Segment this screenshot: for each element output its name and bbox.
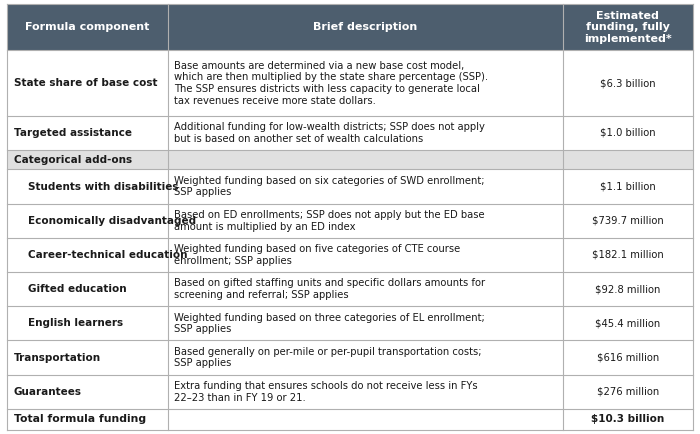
Bar — [7, 50, 693, 116]
Text: Estimated
funding, fully
implemented*: Estimated funding, fully implemented* — [584, 11, 672, 44]
Text: Base amounts are determined via a new base cost model,
which are then multiplied: Base amounts are determined via a new ba… — [174, 61, 488, 105]
Bar — [7, 169, 693, 204]
Text: Brief description: Brief description — [314, 23, 418, 33]
Text: Total formula funding: Total formula funding — [14, 414, 146, 424]
Text: English learners: English learners — [27, 318, 122, 329]
Bar — [7, 238, 693, 272]
Text: Targeted assistance: Targeted assistance — [14, 128, 132, 138]
Text: Extra funding that ensures schools do not receive less in FYs
22–23 than in FY 1: Extra funding that ensures schools do no… — [174, 381, 477, 403]
Bar — [7, 204, 693, 238]
Text: Students with disabilities: Students with disabilities — [27, 181, 178, 191]
Text: $276 million: $276 million — [596, 387, 659, 397]
Text: Weighted funding based on six categories of SWD enrollment;
SSP applies: Weighted funding based on six categories… — [174, 176, 484, 197]
Bar — [7, 116, 693, 150]
Bar — [7, 340, 693, 375]
Text: $1.0 billion: $1.0 billion — [600, 128, 656, 138]
Bar — [7, 306, 693, 340]
Text: $182.1 million: $182.1 million — [592, 250, 664, 260]
Text: Weighted funding based on five categories of CTE course
enrollment; SSP applies: Weighted funding based on five categorie… — [174, 244, 460, 266]
Text: Additional funding for low-wealth districts; SSP does not apply
but is based on : Additional funding for low-wealth distri… — [174, 122, 484, 144]
Text: Formula component: Formula component — [25, 23, 150, 33]
Text: $1.1 billion: $1.1 billion — [600, 181, 656, 191]
Text: Categorical add-ons: Categorical add-ons — [14, 155, 132, 165]
Text: $6.3 billion: $6.3 billion — [600, 78, 656, 88]
Text: Based on ED enrollments; SSP does not apply but the ED base
amount is multiplied: Based on ED enrollments; SSP does not ap… — [174, 210, 484, 231]
Text: Gifted education: Gifted education — [27, 284, 126, 294]
Text: Based generally on per-mile or per-pupil transportation costs;
SSP applies: Based generally on per-mile or per-pupil… — [174, 347, 481, 368]
Bar — [7, 409, 693, 430]
Text: Economically disadvantaged: Economically disadvantaged — [27, 216, 196, 226]
Text: Based on gifted staffing units and specific dollars amounts for
screening and re: Based on gifted staffing units and speci… — [174, 278, 485, 300]
Bar — [7, 4, 693, 50]
Text: Weighted funding based on three categories of EL enrollment;
SSP applies: Weighted funding based on three categori… — [174, 312, 484, 334]
Bar — [7, 272, 693, 306]
Text: $616 million: $616 million — [596, 352, 659, 362]
Bar — [7, 375, 693, 409]
Bar — [7, 150, 693, 169]
Text: $45.4 million: $45.4 million — [595, 318, 661, 329]
Text: State share of base cost: State share of base cost — [14, 78, 158, 88]
Text: $92.8 million: $92.8 million — [595, 284, 661, 294]
Text: Career-technical education: Career-technical education — [27, 250, 187, 260]
Text: $10.3 billion: $10.3 billion — [592, 414, 664, 424]
Text: $739.7 million: $739.7 million — [592, 216, 664, 226]
Text: Transportation: Transportation — [14, 352, 101, 362]
Text: Guarantees: Guarantees — [14, 387, 82, 397]
